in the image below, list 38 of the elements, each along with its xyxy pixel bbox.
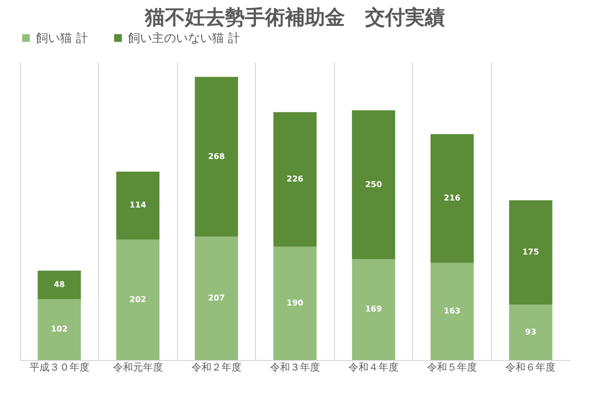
data-label: 163 — [444, 306, 460, 316]
data-label: 114 — [130, 200, 147, 210]
bar — [430, 134, 474, 263]
bar — [116, 172, 160, 240]
data-label: 268 — [208, 152, 226, 161]
bar — [38, 299, 81, 360]
bar — [116, 240, 160, 360]
data-label: 216 — [444, 193, 461, 202]
bar — [194, 236, 238, 360]
bar — [509, 200, 552, 305]
x-tick-label: 令和５年度 — [427, 362, 478, 374]
data-label: 250 — [365, 180, 382, 189]
bar — [38, 270, 81, 300]
x-tick-label: 令和元年度 — [112, 362, 163, 374]
bar — [509, 304, 552, 360]
bar — [194, 76, 238, 237]
data-label: 48 — [54, 280, 66, 289]
legend-label: 飼い主のいない猫 計 — [128, 31, 240, 45]
legend-label: 飼い猫 計 — [36, 31, 88, 45]
bar — [352, 110, 396, 260]
data-label: 175 — [522, 247, 540, 256]
data-label: 102 — [50, 324, 68, 334]
x-tick-label: 令和３年度 — [270, 362, 320, 374]
data-label: 93 — [525, 327, 536, 336]
bar — [273, 246, 317, 360]
x-tick-label: 令和４年度 — [348, 362, 399, 374]
bar — [430, 262, 474, 360]
data-label: 226 — [286, 174, 304, 184]
chart-title: 猫不妊去勢手術補助金 交付実績 — [144, 5, 445, 29]
x-tick-label: 令和２年度 — [191, 362, 242, 374]
data-label: 202 — [130, 294, 146, 304]
data-label: 190 — [286, 298, 304, 308]
x-tick-label: 平成３０年度 — [29, 362, 90, 374]
data-label: 207 — [208, 293, 225, 302]
data-label: 169 — [365, 304, 382, 314]
bar — [273, 112, 317, 247]
bar — [352, 259, 396, 360]
x-tick-label: 令和６年度 — [506, 362, 556, 374]
